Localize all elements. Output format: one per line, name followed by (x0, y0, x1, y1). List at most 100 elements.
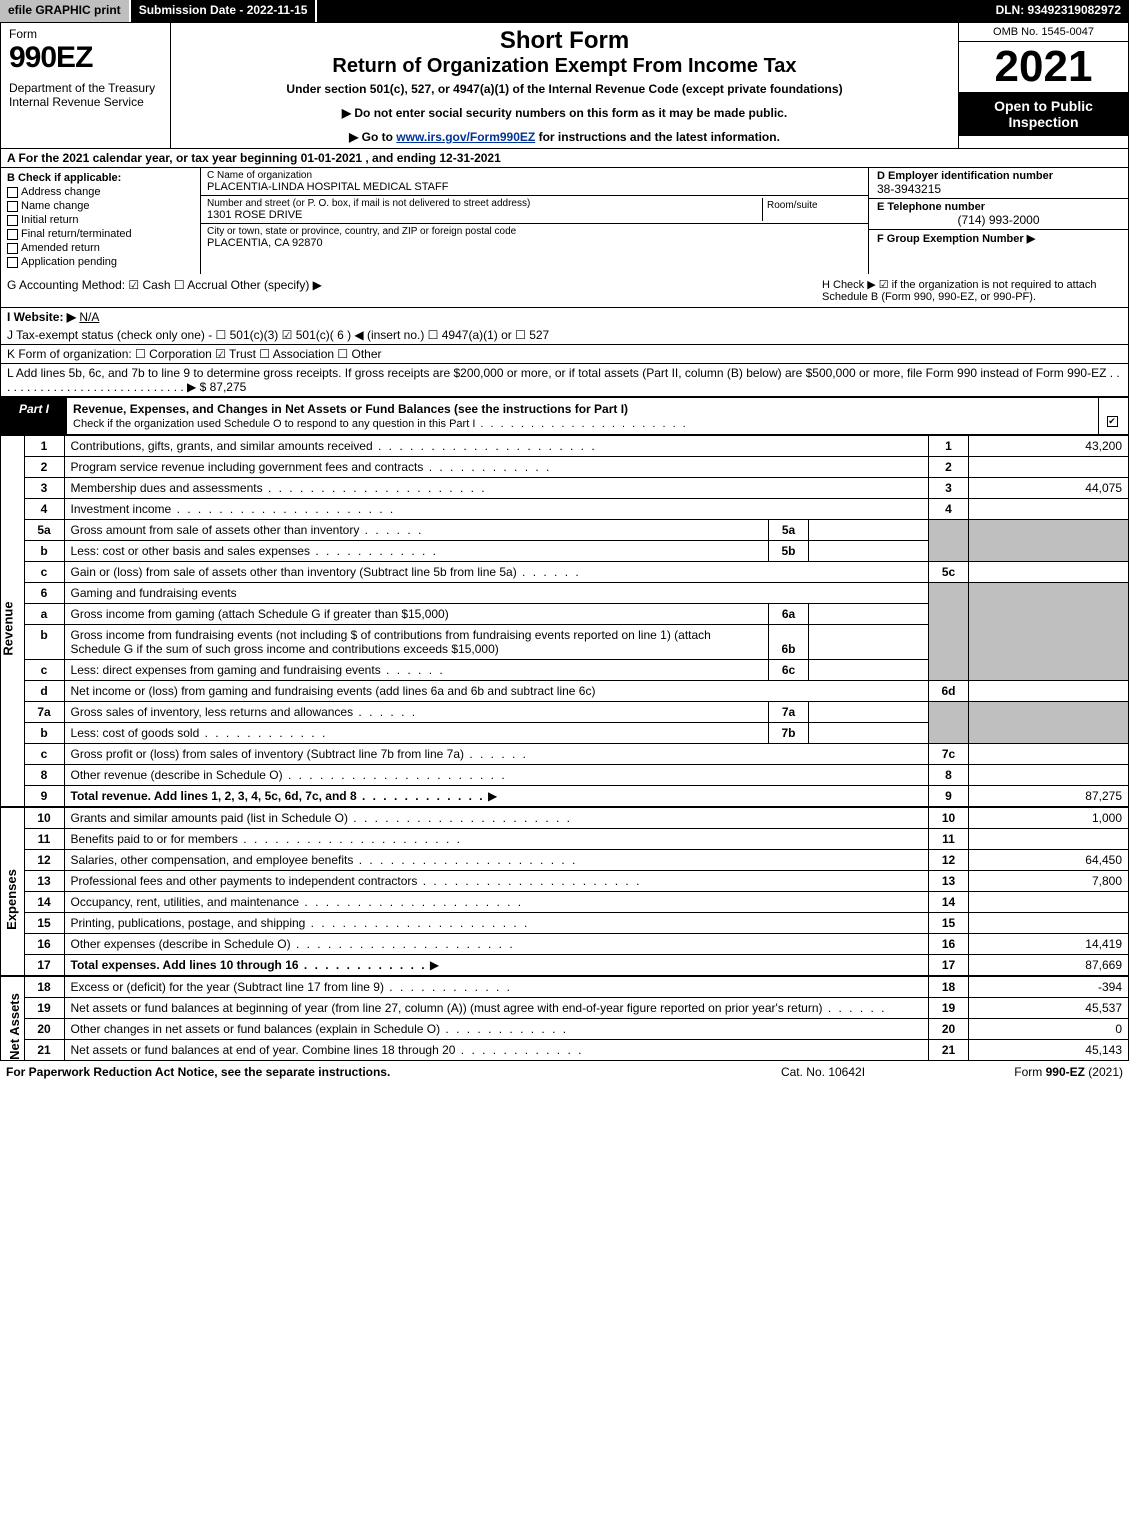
section-g: G Accounting Method: ☑ Cash ☐ Accrual Ot… (7, 278, 822, 303)
expenses-vlabel: Expenses (0, 807, 24, 976)
page-footer: For Paperwork Reduction Act Notice, see … (0, 1061, 1129, 1083)
title-short-form: Short Form (179, 27, 950, 55)
group-cap: F Group Exemption Number ▶ (877, 232, 1120, 245)
section-i: I Website: ▶ N/A (0, 308, 1129, 326)
phone-val: (714) 993-2000 (877, 213, 1120, 227)
revenue-table: 1Contributions, gifts, grants, and simil… (24, 435, 1129, 807)
form-word: Form (9, 27, 162, 41)
row-6: 6Gaming and fundraising events (24, 583, 1128, 604)
row-10: 10Grants and similar amounts paid (list … (24, 808, 1128, 829)
row-14: 14Occupancy, rent, utilities, and mainte… (24, 892, 1128, 913)
room-suite: Room/suite (762, 198, 862, 221)
chk-initial[interactable]: Initial return (7, 214, 194, 226)
info-right: D Employer identification number 38-3943… (868, 168, 1128, 274)
row-3: 3Membership dues and assessments344,075 (24, 478, 1128, 499)
website-label: I Website: ▶ (7, 310, 76, 324)
header-center: Short Form Return of Organization Exempt… (171, 23, 958, 148)
row-5c: cGain or (loss) from sale of assets othe… (24, 562, 1128, 583)
row-12: 12Salaries, other compensation, and empl… (24, 850, 1128, 871)
row-9: 9Total revenue. Add lines 1, 2, 3, 4, 5c… (24, 786, 1128, 807)
addr-val: 1301 ROSE DRIVE (207, 209, 762, 221)
section-f: F Group Exemption Number ▶ (869, 230, 1128, 247)
section-l: L Add lines 5b, 6c, and 7b to line 9 to … (0, 364, 1129, 397)
part-1-checkbox[interactable]: ✔ (1098, 398, 1128, 434)
part-1-header: Part I Revenue, Expenses, and Changes in… (0, 397, 1129, 435)
row-18: 18Excess or (deficit) for the year (Subt… (24, 977, 1128, 998)
row-1: 1Contributions, gifts, grants, and simil… (24, 436, 1128, 457)
section-k: K Form of organization: ☐ Corporation ☑ … (0, 345, 1129, 364)
subtitle: Under section 501(c), 527, or 4947(a)(1)… (179, 82, 950, 96)
net-assets-vlabel: Net Assets (0, 976, 24, 1061)
row-5a: 5aGross amount from sale of assets other… (24, 520, 1128, 541)
tax-year: 2021 (959, 42, 1128, 92)
org-name-row: C Name of organization PLACENTIA-LINDA H… (201, 168, 868, 196)
website-val: N/A (79, 310, 99, 324)
row-19: 19Net assets or fund balances at beginni… (24, 998, 1128, 1019)
irs-link[interactable]: www.irs.gov/Form990EZ (396, 130, 535, 144)
row-11: 11Benefits paid to or for members11 (24, 829, 1128, 850)
section-c: C Name of organization PLACENTIA-LINDA H… (201, 168, 868, 274)
efile-label[interactable]: efile GRAPHIC print (0, 0, 131, 22)
expenses-section: Expenses 10Grants and similar amounts pa… (0, 807, 1129, 976)
section-b: B Check if applicable: Address change Na… (1, 168, 201, 274)
chk-amended[interactable]: Amended return (7, 242, 194, 254)
row-16: 16Other expenses (describe in Schedule O… (24, 934, 1128, 955)
row-7c: cGross profit or (loss) from sales of in… (24, 744, 1128, 765)
city-val: PLACENTIA, CA 92870 (207, 237, 862, 249)
city-cap: City or town, state or province, country… (207, 226, 862, 237)
row-6d: dNet income or (loss) from gaming and fu… (24, 681, 1128, 702)
submission-date: Submission Date - 2022-11-15 (131, 0, 318, 22)
dln-label: DLN: 93492319082972 (988, 0, 1129, 22)
part-1-label: Part I (1, 398, 67, 434)
section-b-label: B Check if applicable: (7, 172, 194, 184)
net-assets-section: Net Assets 18Excess or (deficit) for the… (0, 976, 1129, 1061)
phone-cap: E Telephone number (877, 201, 1120, 213)
ein-val: 38-3943215 (877, 182, 1120, 196)
chk-final[interactable]: Final return/terminated (7, 228, 194, 240)
city-row: City or town, state or province, country… (201, 224, 868, 251)
section-h: H Check ▶ ☑ if the organization is not r… (822, 278, 1122, 303)
row-13: 13Professional fees and other payments t… (24, 871, 1128, 892)
footer-left: For Paperwork Reduction Act Notice, see … (6, 1065, 723, 1079)
header-right: OMB No. 1545-0047 2021 Open to Public In… (958, 23, 1128, 148)
row-21: 21Net assets or fund balances at end of … (24, 1040, 1128, 1061)
title-return: Return of Organization Exempt From Incom… (179, 55, 950, 78)
sections-g-h: G Accounting Method: ☑ Cash ☐ Accrual Ot… (0, 274, 1129, 308)
row-4: 4Investment income4 (24, 499, 1128, 520)
org-name: PLACENTIA-LINDA HOSPITAL MEDICAL STAFF (207, 181, 862, 193)
chk-pending[interactable]: Application pending (7, 256, 194, 268)
ein-cap: D Employer identification number (877, 170, 1120, 182)
row-2: 2Program service revenue including gover… (24, 457, 1128, 478)
net-assets-table: 18Excess or (deficit) for the year (Subt… (24, 976, 1129, 1061)
form-number: 990EZ (9, 41, 162, 75)
revenue-vlabel: Revenue (0, 435, 24, 807)
row-20: 20Other changes in net assets or fund ba… (24, 1019, 1128, 1040)
chk-name[interactable]: Name change (7, 200, 194, 212)
row-17: 17Total expenses. Add lines 10 through 1… (24, 955, 1128, 976)
row-15: 15Printing, publications, postage, and s… (24, 913, 1128, 934)
info-block: B Check if applicable: Address change Na… (0, 168, 1129, 274)
footer-center: Cat. No. 10642I (723, 1065, 923, 1079)
org-name-cap: C Name of organization (207, 170, 862, 181)
note-ssn: ▶ Do not enter social security numbers o… (179, 106, 950, 120)
section-a: A For the 2021 calendar year, or tax yea… (0, 149, 1129, 168)
topbar-fill (317, 0, 987, 22)
addr-row: Number and street (or P. O. box, if mail… (201, 196, 868, 224)
inspection-badge: Open to Public Inspection (959, 92, 1128, 136)
part-1-title: Revenue, Expenses, and Changes in Net As… (67, 398, 1098, 434)
goto-pre: ▶ Go to (349, 130, 396, 144)
omb-number: OMB No. 1545-0047 (959, 23, 1128, 42)
form-header: Form 990EZ Department of the Treasury In… (0, 22, 1129, 149)
footer-right: Form 990-EZ (2021) (923, 1065, 1123, 1079)
expenses-table: 10Grants and similar amounts paid (list … (24, 807, 1129, 976)
section-j: J Tax-exempt status (check only one) - ☐… (0, 326, 1129, 345)
addr-cap: Number and street (or P. O. box, if mail… (207, 198, 762, 209)
section-e: E Telephone number (714) 993-2000 (869, 199, 1128, 230)
goto-post: for instructions and the latest informat… (535, 130, 780, 144)
note-goto: ▶ Go to www.irs.gov/Form990EZ for instru… (179, 130, 950, 144)
revenue-section: Revenue 1Contributions, gifts, grants, a… (0, 435, 1129, 807)
part-1-subtitle: Check if the organization used Schedule … (73, 418, 688, 430)
chk-address[interactable]: Address change (7, 186, 194, 198)
section-d: D Employer identification number 38-3943… (869, 168, 1128, 199)
row-7a: 7aGross sales of inventory, less returns… (24, 702, 1128, 723)
